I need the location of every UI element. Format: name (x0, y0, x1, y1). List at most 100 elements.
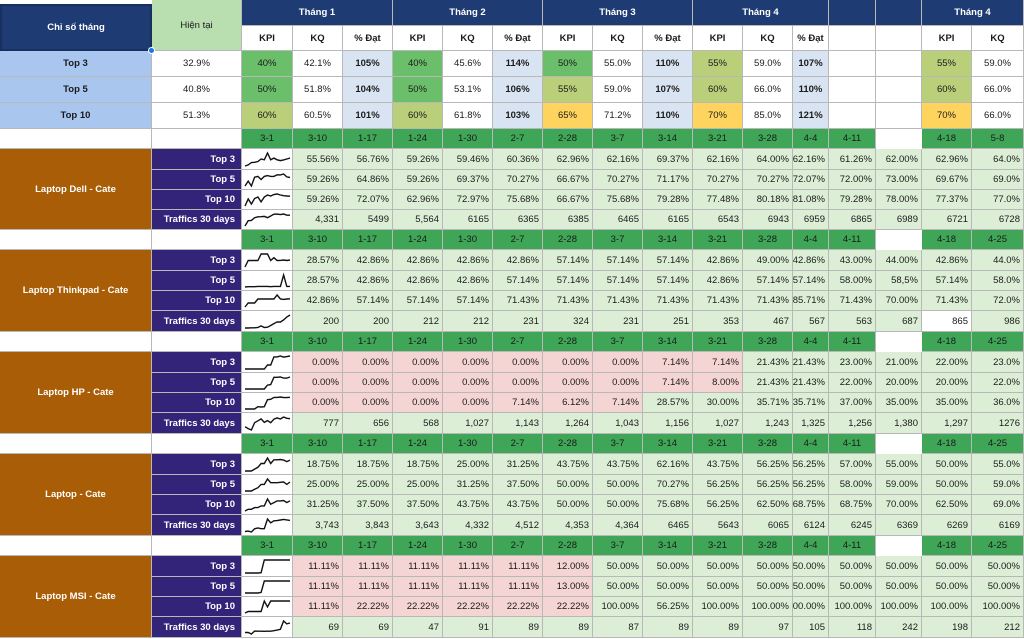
value-cell[interactable]: 22.22% (443, 597, 493, 617)
date-cell[interactable]: 1-24 (393, 536, 443, 556)
subheader-kq[interactable]: KQ (972, 26, 1024, 51)
value-cell[interactable]: 6385 (543, 210, 593, 230)
sparkline-cell[interactable] (242, 393, 293, 413)
value-cell[interactable]: 50.00% (593, 556, 643, 577)
value-cell[interactable]: 100.00% (593, 597, 643, 617)
value-cell[interactable]: 66.67% (543, 190, 593, 210)
summary-kq[interactable]: 66.0% (972, 77, 1024, 103)
sparkline-cell[interactable] (242, 170, 293, 190)
value-cell[interactable]: 37.50% (393, 495, 443, 515)
sparkline-cell[interactable] (242, 515, 293, 536)
date-cell[interactable]: 2-28 (543, 536, 593, 556)
value-cell[interactable]: 43.75% (443, 495, 493, 515)
metric-label[interactable]: Top 10 (152, 597, 242, 617)
value-cell[interactable]: 75.68% (643, 495, 693, 515)
value-cell[interactable]: 43.00% (829, 250, 876, 271)
value-cell[interactable]: 62.00% (876, 149, 922, 170)
value-cell[interactable]: 324 (543, 311, 593, 332)
value-cell[interactable]: 58,5% (876, 271, 922, 291)
value-cell[interactable]: 18.75% (293, 454, 343, 475)
value-cell[interactable]: 0.00% (393, 373, 443, 393)
summary-kq[interactable]: 60.5% (293, 103, 343, 129)
value-cell[interactable]: 0.00% (493, 352, 543, 373)
summary-cell-blank[interactable] (876, 77, 922, 103)
date-cell[interactable]: 4-18 (922, 129, 972, 149)
value-cell[interactable]: 1276 (972, 413, 1024, 434)
value-cell[interactable]: 6465 (593, 210, 643, 230)
value-cell[interactable]: 57.14% (743, 271, 793, 291)
value-cell[interactable]: 1,380 (876, 413, 922, 434)
value-cell[interactable]: 7.14% (643, 373, 693, 393)
value-cell[interactable]: 80.18% (743, 190, 793, 210)
value-cell[interactable]: 11.11% (343, 556, 393, 577)
value-cell[interactable]: 22.22% (393, 597, 443, 617)
summary-current[interactable]: 51.3% (152, 103, 242, 129)
subheader-t[interactable]: % Đạt (643, 26, 693, 51)
value-cell[interactable]: 57.14% (493, 271, 543, 291)
value-cell[interactable]: 89 (543, 617, 593, 638)
value-cell[interactable]: 11.11% (443, 556, 493, 577)
value-cell[interactable]: 56.25% (793, 454, 829, 475)
value-cell[interactable]: 72.97% (443, 190, 493, 210)
value-cell[interactable]: 6728 (972, 210, 1024, 230)
sparkline-cell[interactable] (242, 475, 293, 495)
value-cell[interactable]: 6165 (643, 210, 693, 230)
value-cell[interactable]: 70.00% (876, 495, 922, 515)
summary-pct[interactable]: 110% (643, 103, 693, 129)
value-cell[interactable]: 70.00% (876, 291, 922, 311)
value-cell[interactable]: 69.37% (443, 170, 493, 190)
value-cell[interactable]: 50.00% (829, 556, 876, 577)
metric-label[interactable]: Top 5 (152, 577, 242, 597)
metric-label[interactable]: Top 5 (152, 475, 242, 495)
value-cell[interactable]: 56.25% (793, 475, 829, 495)
value-cell[interactable]: 25.00% (443, 454, 493, 475)
value-cell[interactable]: 64.00% (743, 149, 793, 170)
summary-label[interactable]: Top 5 (0, 77, 152, 103)
value-cell[interactable]: 56.25% (643, 597, 693, 617)
date-row-blank[interactable] (0, 434, 152, 454)
value-cell[interactable]: 62.16% (693, 149, 743, 170)
date-cell[interactable]: 3-28 (743, 434, 793, 454)
value-cell[interactable]: 70.27% (693, 170, 743, 190)
sparkline-cell[interactable] (242, 149, 293, 170)
sparkline-cell[interactable] (242, 250, 293, 271)
date-cell[interactable]: 1-24 (393, 434, 443, 454)
value-cell[interactable]: 656 (343, 413, 393, 434)
value-cell[interactable]: 71.43% (643, 291, 693, 311)
subheader-kpi[interactable]: KPI (693, 26, 743, 51)
value-cell[interactable]: 11.11% (493, 556, 543, 577)
value-cell[interactable]: 79.28% (643, 190, 693, 210)
summary-pct[interactable]: 105% (343, 51, 393, 77)
value-cell[interactable]: 1,027 (443, 413, 493, 434)
value-cell[interactable]: 687 (876, 311, 922, 332)
value-cell[interactable]: 212 (393, 311, 443, 332)
value-cell[interactable]: 6943 (743, 210, 793, 230)
date-cell[interactable]: 3-7 (593, 230, 643, 250)
value-cell[interactable]: 62.16% (643, 454, 693, 475)
metric-label[interactable]: Top 3 (152, 454, 242, 475)
value-cell[interactable]: 11.11% (393, 577, 443, 597)
value-cell[interactable]: 7.14% (693, 352, 743, 373)
value-cell[interactable]: 6169 (972, 515, 1024, 536)
date-cell[interactable]: 2-28 (543, 332, 593, 352)
value-cell[interactable]: 55.56% (293, 149, 343, 170)
value-cell[interactable]: 22.22% (343, 597, 393, 617)
value-cell[interactable]: 118 (829, 617, 876, 638)
value-cell[interactable]: 56.25% (693, 475, 743, 495)
value-cell[interactable]: 1,156 (643, 413, 693, 434)
summary-kpi[interactable]: 70% (922, 103, 972, 129)
value-cell[interactable]: 42.86% (393, 271, 443, 291)
metric-label[interactable]: Top 3 (152, 250, 242, 271)
value-cell[interactable]: 6245 (829, 515, 876, 536)
summary-kpi[interactable]: 40% (242, 51, 293, 77)
value-cell[interactable]: 42.86% (793, 250, 829, 271)
chi-so-thang-header[interactable]: Chỉ số tháng (0, 4, 152, 51)
value-cell[interactable]: 59.0% (972, 475, 1024, 495)
sparkline-cell[interactable] (242, 413, 293, 434)
sparkline-cell[interactable] (242, 597, 293, 617)
subheader-kpi[interactable]: KPI (922, 26, 972, 51)
date-cell[interactable]: 3-7 (593, 129, 643, 149)
value-cell[interactable]: 6721 (922, 210, 972, 230)
date-cell[interactable]: 1-24 (393, 332, 443, 352)
